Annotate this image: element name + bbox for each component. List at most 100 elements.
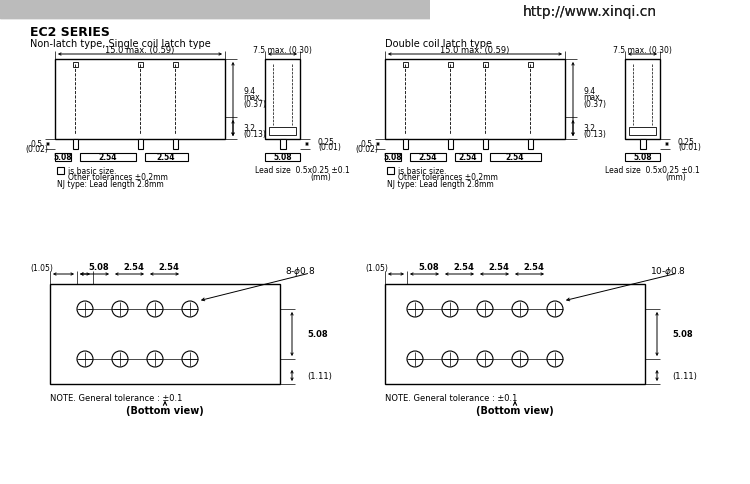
Bar	[137, 63, 142, 68]
Text: 9.4: 9.4	[243, 87, 255, 96]
Text: max.: max.	[243, 93, 262, 102]
Text: 5.08: 5.08	[383, 153, 402, 162]
Bar	[625, 154, 660, 162]
Text: (mm): (mm)	[665, 173, 686, 182]
Bar	[482, 140, 488, 150]
Bar	[430, 10, 750, 13]
Bar	[480, 4, 750, 6]
Text: 7.5 max. (0.30): 7.5 max. (0.30)	[253, 45, 312, 54]
Bar	[480, 1, 750, 3]
Bar	[480, 2, 710, 20]
Text: 5.08: 5.08	[88, 263, 109, 272]
Bar	[80, 154, 136, 162]
Bar	[55, 60, 225, 140]
Bar	[73, 63, 77, 68]
Bar	[454, 154, 481, 162]
Text: Non-latch type, Single coil latch type: Non-latch type, Single coil latch type	[30, 39, 211, 49]
Text: 2.54: 2.54	[98, 153, 117, 162]
Bar	[73, 140, 77, 150]
Text: NJ type: Lead length 2.8mm: NJ type: Lead length 2.8mm	[57, 180, 164, 189]
Bar	[269, 128, 296, 136]
Text: 2.54: 2.54	[523, 263, 544, 272]
Text: 2.54: 2.54	[453, 263, 474, 272]
Text: (1.11): (1.11)	[307, 371, 332, 380]
Bar	[480, 16, 750, 18]
Bar	[0, 10, 750, 13]
Text: 15.0 max. (0.59): 15.0 max. (0.59)	[440, 45, 510, 54]
Text: 5.08: 5.08	[419, 263, 439, 272]
Bar	[430, 0, 750, 22]
Text: (0.01): (0.01)	[678, 143, 700, 152]
Bar	[55, 154, 70, 162]
Bar	[0, 16, 750, 18]
Text: (0.13): (0.13)	[243, 130, 266, 139]
Text: 0.5: 0.5	[31, 140, 43, 149]
Text: is basic size.: is basic size.	[68, 166, 116, 176]
Text: 3.2: 3.2	[243, 124, 255, 133]
Text: NOTE. General tolerance : ±0.1: NOTE. General tolerance : ±0.1	[385, 393, 518, 403]
Text: (1.11): (1.11)	[672, 371, 697, 380]
Bar	[172, 63, 178, 68]
Text: 2.54: 2.54	[419, 153, 436, 162]
Bar	[0, 13, 750, 15]
Bar	[172, 140, 178, 150]
Text: 5.08: 5.08	[273, 153, 292, 162]
Text: 5.08: 5.08	[633, 153, 652, 162]
Text: 0.5: 0.5	[361, 140, 373, 149]
Bar	[430, 16, 750, 18]
Text: 0.25: 0.25	[678, 138, 694, 147]
Bar	[265, 154, 300, 162]
Bar	[0, 4, 750, 6]
Bar	[0, 13, 750, 15]
Text: 9.4: 9.4	[583, 87, 596, 96]
Bar	[482, 63, 488, 68]
Bar	[448, 140, 452, 150]
Bar	[0, 7, 750, 10]
Text: (0.01): (0.01)	[318, 143, 340, 152]
Text: http://www.xinqi.cn: http://www.xinqi.cn	[523, 5, 657, 19]
Text: NOTE. General tolerance : ±0.1: NOTE. General tolerance : ±0.1	[50, 393, 182, 403]
Text: (0.37): (0.37)	[583, 99, 606, 108]
Bar	[527, 140, 532, 150]
Bar	[448, 63, 452, 68]
Text: 3.2: 3.2	[583, 124, 595, 133]
Text: (0.02): (0.02)	[356, 145, 379, 154]
Text: (Bottom view): (Bottom view)	[126, 405, 204, 415]
Bar	[430, 7, 750, 10]
Text: 5.08: 5.08	[307, 330, 328, 339]
Text: 2.54: 2.54	[488, 263, 509, 272]
Bar	[625, 60, 660, 140]
Bar	[145, 154, 188, 162]
Text: 5.08: 5.08	[53, 153, 72, 162]
Bar	[0, 1, 750, 3]
Bar	[0, 7, 750, 10]
Text: 10-$\phi$0.8: 10-$\phi$0.8	[650, 265, 686, 278]
Bar	[137, 140, 142, 150]
Bar	[0, 1, 750, 3]
Bar	[480, 7, 750, 10]
Text: (0.13): (0.13)	[583, 130, 606, 139]
Text: Lead size  0.5x0.25 ±0.1: Lead size 0.5x0.25 ±0.1	[605, 166, 700, 175]
Text: 7.5 max. (0.30): 7.5 max. (0.30)	[613, 45, 672, 54]
Bar	[50, 285, 280, 384]
Text: (1.05): (1.05)	[365, 264, 388, 273]
Bar	[430, 4, 750, 6]
Bar	[385, 285, 645, 384]
Bar	[0, 16, 750, 18]
Bar	[490, 154, 541, 162]
Bar	[403, 140, 407, 150]
Bar	[57, 167, 64, 175]
Text: (0.02): (0.02)	[26, 145, 49, 154]
Bar	[430, 1, 750, 3]
Text: 2.54: 2.54	[158, 263, 179, 272]
Text: Other tolerances ±0.2mm: Other tolerances ±0.2mm	[68, 173, 168, 182]
Bar	[527, 63, 532, 68]
Text: Double coil latch type: Double coil latch type	[385, 39, 492, 49]
Text: 2.54: 2.54	[506, 153, 524, 162]
Bar	[265, 60, 300, 140]
Text: EC2 SERIES: EC2 SERIES	[30, 26, 109, 38]
Text: 0.25: 0.25	[318, 138, 334, 147]
Text: Lead size  0.5x0.25 ±0.1: Lead size 0.5x0.25 ±0.1	[255, 166, 350, 175]
Bar	[0, 10, 750, 13]
Text: Other tolerances ±0.2mm: Other tolerances ±0.2mm	[398, 173, 498, 182]
